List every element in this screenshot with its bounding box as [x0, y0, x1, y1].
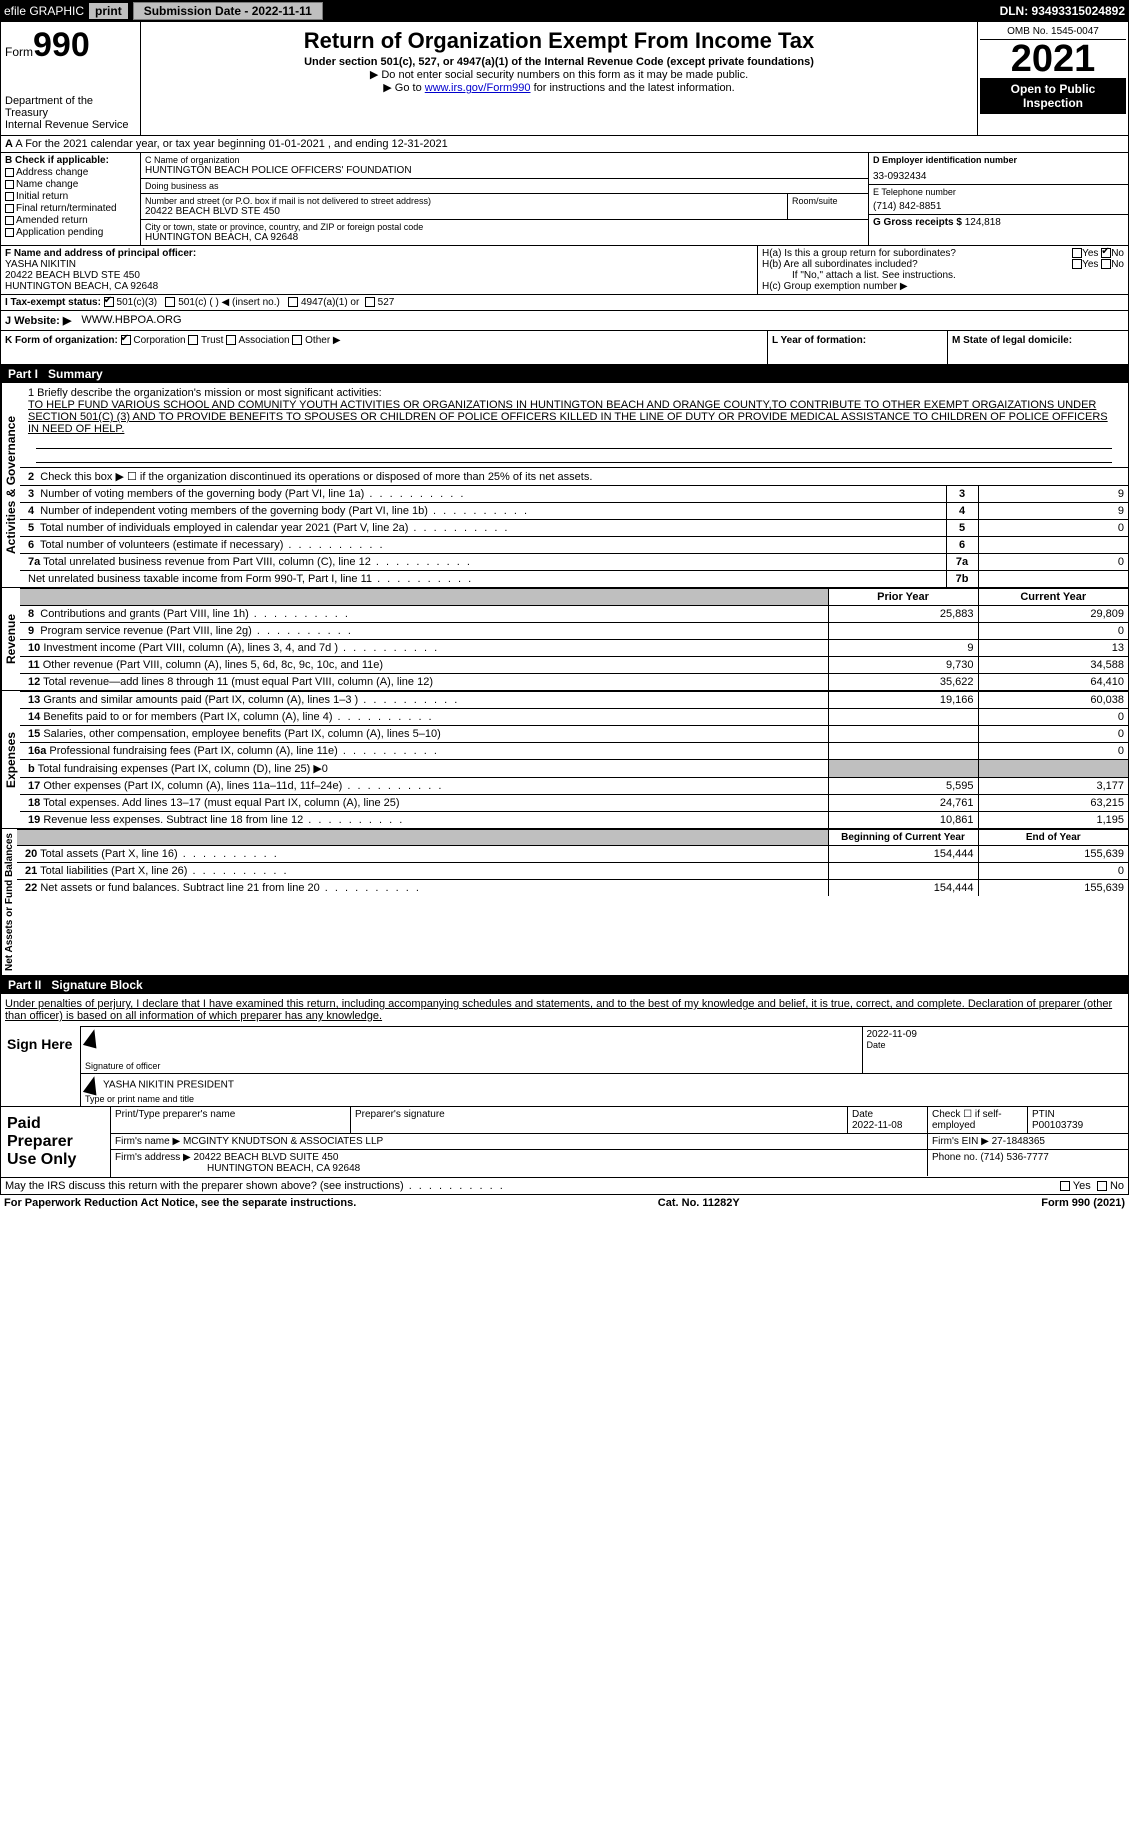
- website: WWW.HBPOA.ORG: [81, 314, 181, 327]
- check-4947[interactable]: [288, 297, 298, 307]
- v5: 0: [978, 520, 1128, 537]
- note-ssn: ▶ Do not enter social security numbers o…: [145, 68, 973, 81]
- row-j: J Website: ▶ WWW.HBPOA.ORG: [0, 311, 1129, 331]
- officer-name: YASHA NIKITIN: [5, 259, 753, 270]
- gross-receipts: 124,818: [965, 217, 1001, 228]
- checkbox-init[interactable]: [5, 192, 14, 201]
- city-label: City or town, state or province, country…: [145, 222, 864, 232]
- dba-label: Doing business as: [145, 181, 864, 191]
- pen-icon-2: [83, 1075, 101, 1096]
- g-label: G Gross receipts $: [873, 217, 962, 228]
- declaration: Under penalties of perjury, I declare th…: [1, 994, 1128, 1026]
- row-i: I Tax-exempt status: ✔ 501(c)(3) 501(c) …: [0, 295, 1129, 311]
- dln-label: DLN: 93493315024892: [1000, 4, 1125, 18]
- form-header: Form990 Department of the Treasury Inter…: [0, 22, 1129, 136]
- v3: 9: [978, 486, 1128, 503]
- label-activities: Activities & Governance: [1, 383, 20, 587]
- hb-label: H(b) Are all subordinates included?: [762, 259, 918, 270]
- v6: [978, 537, 1128, 554]
- checkbox-app[interactable]: [5, 228, 14, 237]
- hc-label: H(c) Group exemption number ▶: [762, 281, 1124, 292]
- checkbox-name[interactable]: [5, 180, 14, 189]
- check-other[interactable]: [292, 335, 302, 345]
- v4: 9: [978, 503, 1128, 520]
- grid-fh: F Name and address of principal officer:…: [0, 246, 1129, 295]
- q1: 1 Briefly describe the organization's mi…: [28, 387, 1120, 399]
- bottom-row: For Paperwork Reduction Act Notice, see …: [0, 1195, 1129, 1211]
- checkbox-final[interactable]: [5, 204, 14, 213]
- check-501c[interactable]: [165, 297, 175, 307]
- officer-addr2: HUNTINGTON BEACH, CA 92648: [5, 281, 753, 292]
- room-label: Room/suite: [788, 194, 868, 219]
- l-label: L Year of formation:: [772, 335, 866, 346]
- hb-note: If "No," attach a list. See instructions…: [762, 270, 1124, 281]
- discuss-yes[interactable]: [1060, 1181, 1070, 1191]
- form-number: Form990: [5, 26, 136, 65]
- efile-label: efile GRAPHIC: [4, 4, 84, 18]
- c-label: C Name of organization: [145, 155, 864, 165]
- org-name: HUNTINGTON BEACH POLICE OFFICERS' FOUNDA…: [145, 165, 864, 176]
- org-info-grid: B Check if applicable: Address change Na…: [0, 153, 1129, 246]
- ha-label: H(a) Is this a group return for subordin…: [762, 248, 956, 259]
- irs-link[interactable]: www.irs.gov/Form990: [425, 82, 531, 94]
- v7a: 0: [978, 554, 1128, 571]
- ein: 33-0932434: [873, 171, 1124, 182]
- signature-block: Under penalties of perjury, I declare th…: [0, 994, 1129, 1107]
- e-label: E Telephone number: [873, 187, 1124, 197]
- checkbox-addr[interactable]: [5, 168, 14, 177]
- hb-yesno: Yes No: [1072, 259, 1124, 270]
- line2: Check this box ▶ ☐ if the organization d…: [40, 471, 592, 483]
- org-address: 20422 BEACH BLVD STE 450: [145, 206, 783, 217]
- pen-icon: [83, 1028, 101, 1049]
- form-title: Return of Organization Exempt From Incom…: [145, 28, 973, 54]
- officer-addr1: 20422 BEACH BLVD STE 450: [5, 270, 753, 281]
- label-expenses: Expenses: [1, 691, 20, 828]
- label-netassets: Net Assets or Fund Balances: [1, 829, 17, 975]
- summary-block: Activities & Governance 1 Briefly descri…: [0, 383, 1129, 976]
- grid-klm: K Form of organization: ✔ Corporation Tr…: [0, 331, 1129, 365]
- sign-here: Sign Here: [1, 1026, 81, 1106]
- check-trust[interactable]: [188, 335, 198, 345]
- mission-text: TO HELP FUND VARIOUS SCHOOL AND COMUNITY…: [28, 399, 1120, 435]
- note-link: ▶ Go to www.irs.gov/Form990 for instruct…: [145, 81, 973, 94]
- discuss-row: May the IRS discuss this return with the…: [0, 1178, 1129, 1195]
- b-label: B Check if applicable:: [5, 155, 136, 166]
- print-button[interactable]: print: [88, 2, 129, 20]
- paid-preparer-label: Paid Preparer Use Only: [1, 1107, 111, 1177]
- row-a: A A For the 2021 calendar year, or tax y…: [0, 136, 1129, 153]
- label-revenue: Revenue: [1, 588, 20, 690]
- irs-label: Internal Revenue Service: [5, 119, 136, 131]
- officer-name-title: YASHA NIKITIN PRESIDENT: [103, 1080, 234, 1091]
- part1-header: Part I Summary: [0, 365, 1129, 383]
- org-city: HUNTINGTON BEACH, CA 92648: [145, 232, 864, 243]
- check-corp[interactable]: ✔: [121, 335, 131, 345]
- d-label: D Employer identification number: [873, 155, 1124, 165]
- phone: (714) 842-8851: [873, 201, 1124, 212]
- addr-label: Number and street (or P.O. box if mail i…: [145, 196, 783, 206]
- form-subtitle: Under section 501(c), 527, or 4947(a)(1)…: [145, 56, 973, 68]
- open-public: Open to Public Inspection: [980, 78, 1126, 114]
- part2-header: Part II Signature Block: [0, 976, 1129, 994]
- topbar: efile GRAPHIC print Submission Date - 20…: [0, 0, 1129, 22]
- m-label: M State of legal domicile:: [952, 335, 1072, 346]
- dept-label: Department of the Treasury: [5, 95, 136, 119]
- v7b: [978, 571, 1128, 588]
- ha-yesno: Yes ✔No: [1072, 248, 1124, 259]
- check-assoc[interactable]: [226, 335, 236, 345]
- submission-date: Submission Date - 2022-11-11: [133, 2, 323, 20]
- f-label: F Name and address of principal officer:: [5, 248, 753, 259]
- discuss-no[interactable]: [1097, 1181, 1107, 1191]
- tax-year: 2021: [980, 40, 1126, 78]
- check-501c3[interactable]: ✔: [104, 297, 114, 307]
- preparer-block: Paid Preparer Use Only Print/Type prepar…: [0, 1107, 1129, 1178]
- checkbox-amend[interactable]: [5, 216, 14, 225]
- check-527[interactable]: [365, 297, 375, 307]
